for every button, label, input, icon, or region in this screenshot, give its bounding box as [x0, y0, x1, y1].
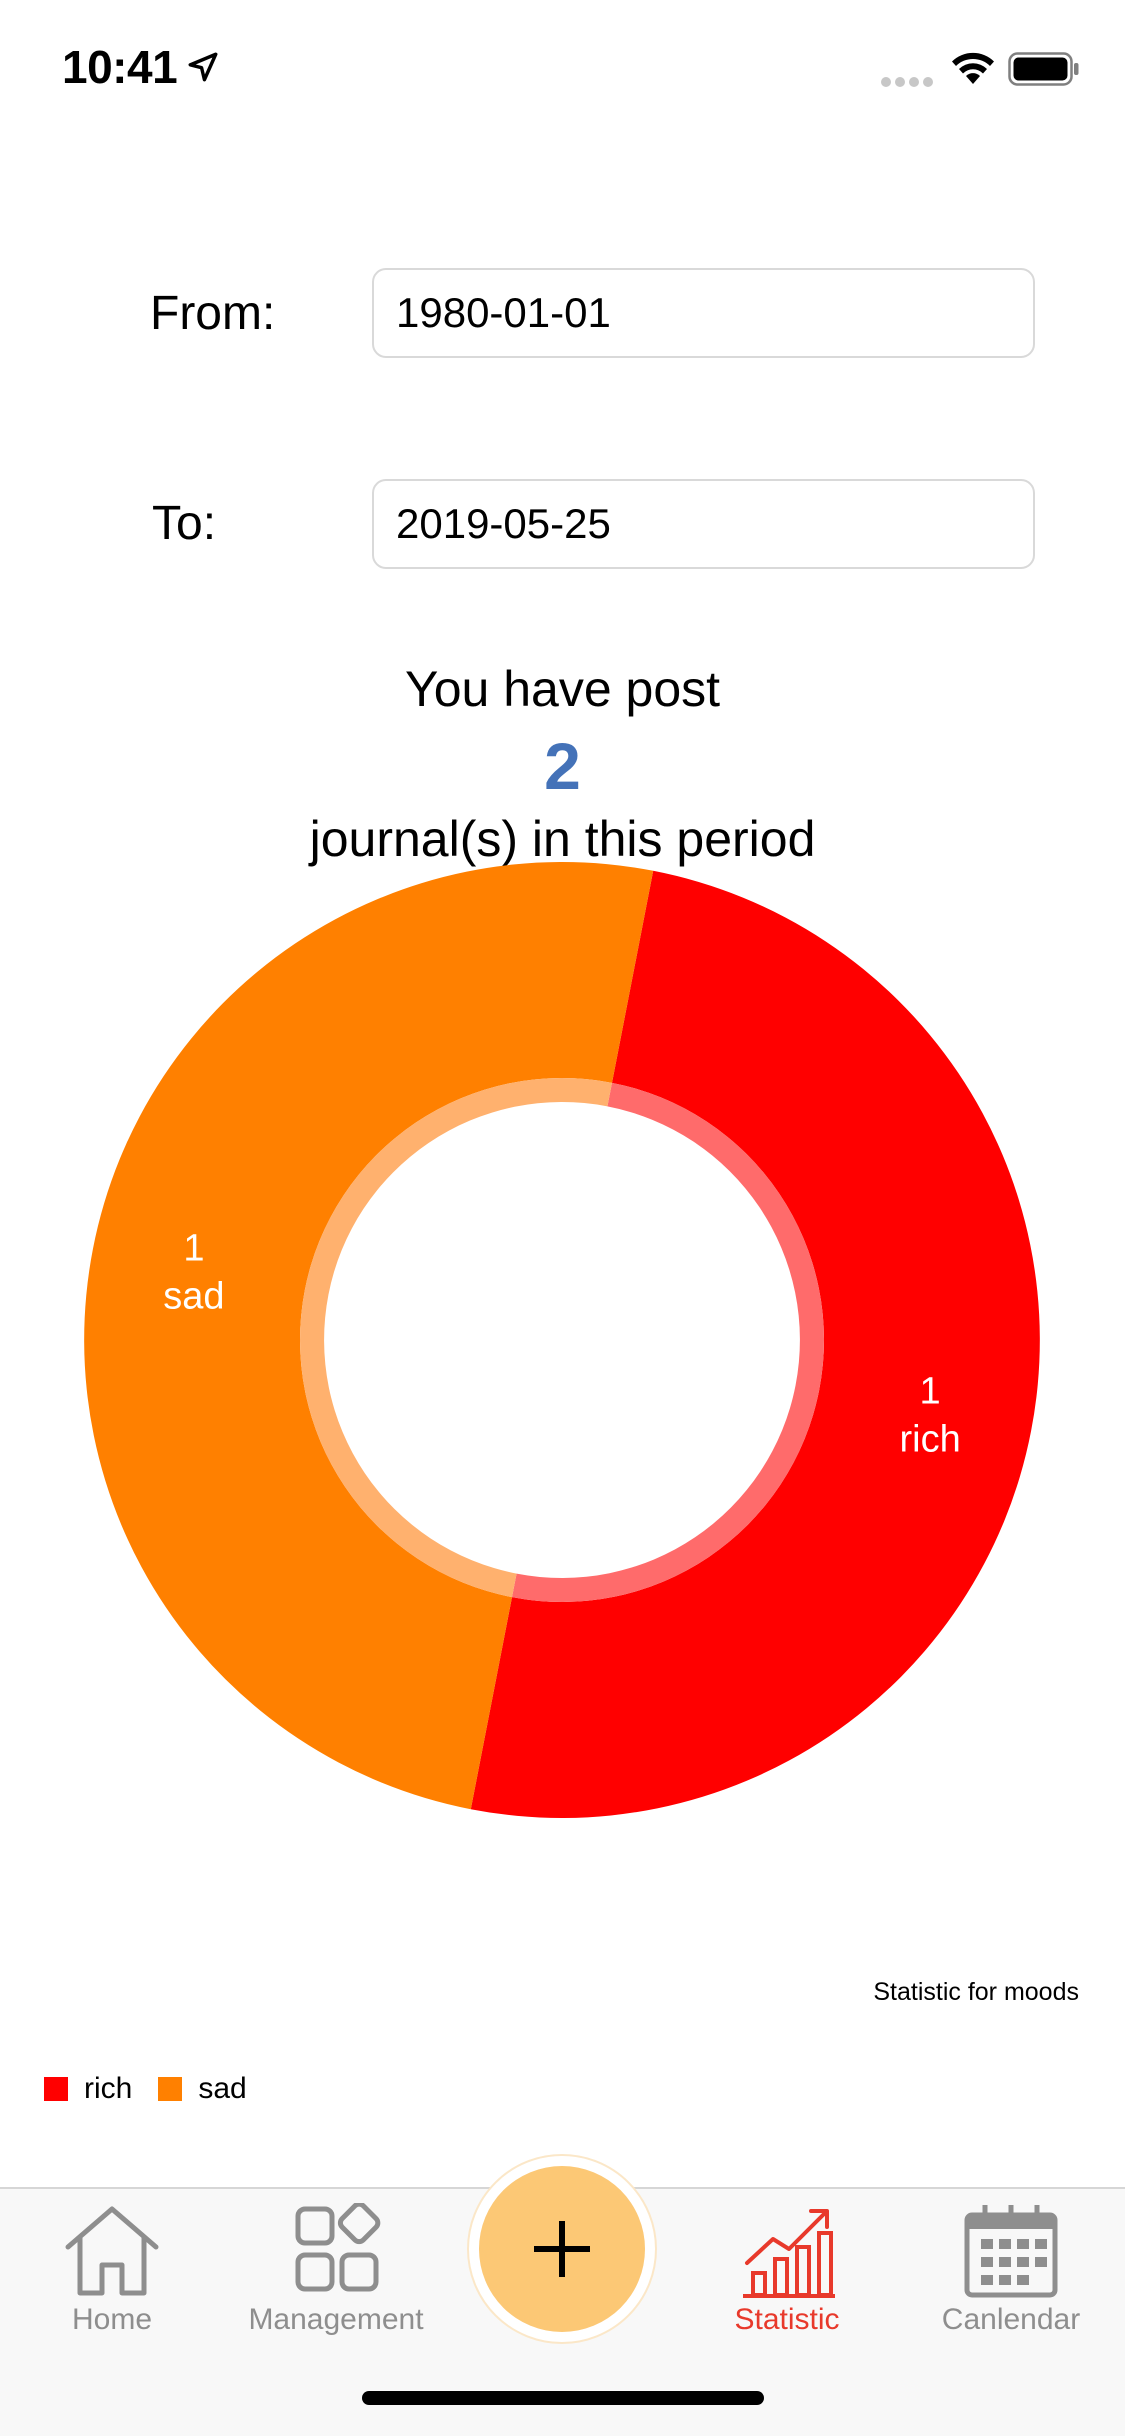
- slice-name-rich: rich: [899, 1419, 960, 1461]
- legend-item-sad: sad: [158, 2072, 247, 2106]
- wifi-icon: [952, 52, 994, 84]
- legend-swatch-sad: [158, 2077, 183, 2101]
- tab-home-label: Home: [71, 2303, 153, 2336]
- slice-count-sad: 1: [183, 1227, 204, 1269]
- mood-donut-chart: 1 rich 1 sad: [84, 862, 1040, 1818]
- tab-management-label: Management: [248, 2303, 424, 2336]
- legend-label-sad: sad: [198, 2072, 247, 2105]
- summary-line-1: You have post: [404, 661, 721, 717]
- legend-item-rich: rich: [44, 2072, 132, 2106]
- to-label: To:: [152, 497, 217, 550]
- battery-icon: [1008, 52, 1079, 86]
- chart-caption: Statistic for moods: [873, 1978, 1079, 2006]
- to-date-input[interactable]: [372, 479, 1035, 569]
- summary-line-2: journal(s) in this period: [309, 811, 816, 867]
- home-indicator: [362, 2391, 764, 2405]
- home-icon: [65, 2206, 159, 2296]
- calendar-icon: [964, 2205, 1058, 2298]
- legend-label-rich: rich: [84, 2072, 133, 2105]
- tab-calendar[interactable]: Canlendar: [901, 2189, 1121, 2349]
- tab-statistic[interactable]: Statistic: [677, 2189, 897, 2349]
- add-journal-button[interactable]: [479, 2166, 645, 2332]
- grid-shapes-icon: [295, 2203, 381, 2292]
- journal-count: 2: [544, 729, 581, 803]
- slice-name-sad: sad: [163, 1275, 224, 1317]
- status-time: 10:41: [62, 41, 178, 93]
- tab-statistic-label: Statistic: [734, 2303, 840, 2336]
- tab-home[interactable]: Home: [2, 2189, 222, 2349]
- location-arrow-icon: [188, 52, 218, 82]
- tab-calendar-label: Canlendar: [941, 2303, 1081, 2336]
- slice-count-rich: 1: [920, 1371, 941, 1413]
- chart-legend: rich sad: [44, 2072, 273, 2106]
- signal-dots-icon: [881, 77, 933, 87]
- bar-chart-trend-icon: [743, 2209, 835, 2298]
- plus-icon: [534, 2221, 590, 2277]
- tab-management[interactable]: Management: [226, 2189, 446, 2349]
- donut-slice-rich[interactable]: [470, 870, 1040, 1818]
- donut-slice-sad[interactable]: [84, 862, 654, 1810]
- legend-swatch-rich: [44, 2077, 68, 2101]
- from-date-input[interactable]: [372, 268, 1035, 358]
- from-label: From:: [150, 287, 276, 340]
